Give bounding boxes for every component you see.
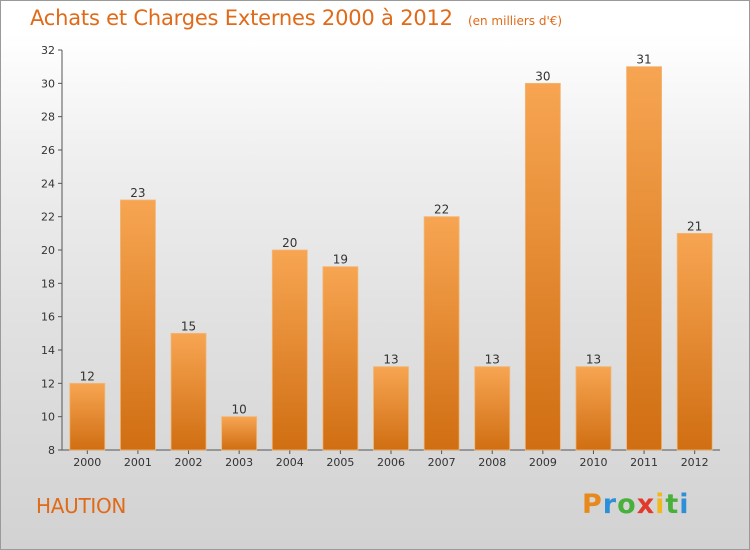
data-label: 15 [181, 319, 196, 333]
x-tick-label: 2010 [579, 456, 607, 469]
chart-title: Achats et Charges Externes 2000 à 2012 [30, 6, 453, 30]
logo-letter: r [602, 489, 618, 520]
bar [221, 416, 258, 451]
logo-letter: o [617, 489, 637, 520]
bar [474, 366, 511, 451]
bar [626, 66, 662, 451]
bar [373, 366, 409, 451]
x-tick-label: 2008 [478, 456, 506, 469]
x-tick-label: 2011 [630, 456, 658, 469]
bar [120, 199, 156, 451]
x-tick-label: 2000 [73, 456, 101, 469]
data-label: 12 [80, 369, 95, 383]
data-label: 13 [485, 353, 500, 367]
data-label: 21 [687, 219, 702, 233]
bar [524, 82, 561, 451]
x-tick-label: 2012 [681, 456, 709, 469]
x-tick-label: 2005 [326, 456, 354, 469]
logo-letter: i [679, 489, 690, 520]
y-tick-label: 22 [41, 211, 55, 224]
y-tick-label: 30 [41, 77, 55, 90]
x-tick-label: 2006 [377, 456, 405, 469]
logo-letter: P [582, 489, 603, 520]
y-tick-label: 20 [41, 244, 55, 257]
y-tick-label: 26 [41, 144, 55, 157]
y-tick-label: 12 [41, 377, 55, 390]
y-tick-label: 32 [41, 44, 55, 57]
logo-letter: t [665, 489, 680, 520]
x-tick-label: 2004 [276, 456, 304, 469]
commune-name: HAUTION [36, 494, 127, 518]
proxiti-logo: Proxiti [582, 489, 690, 520]
data-label: 10 [232, 403, 247, 417]
data-label: 13 [586, 353, 601, 367]
x-tick-label: 2002 [175, 456, 203, 469]
bar [676, 232, 713, 451]
data-label: 31 [636, 53, 651, 67]
data-label: 19 [333, 253, 348, 267]
data-label: 13 [383, 353, 398, 367]
data-label: 20 [282, 236, 297, 250]
y-tick-label: 24 [41, 177, 55, 190]
x-tick-label: 2009 [529, 456, 557, 469]
bar [575, 366, 612, 451]
y-tick-label: 10 [41, 411, 55, 424]
chart-subtitle: (en milliers d'€) [467, 14, 563, 28]
data-label: 23 [130, 186, 145, 200]
y-tick-label: 18 [41, 277, 55, 290]
logo-letter: i [655, 489, 666, 520]
y-tick-label: 16 [41, 311, 55, 324]
data-label: 30 [535, 69, 550, 83]
bar [322, 266, 359, 451]
bar [271, 249, 308, 451]
bar [170, 332, 207, 451]
x-tick-label: 2007 [428, 456, 456, 469]
x-tick-label: 2003 [225, 456, 253, 469]
chart-title-row: Achats et Charges Externes 2000 à 2012 (… [30, 6, 562, 30]
y-tick-label: 28 [41, 111, 55, 124]
y-tick-label: 8 [48, 444, 55, 457]
y-tick-label: 14 [41, 344, 55, 357]
data-label: 22 [434, 203, 449, 217]
bar [423, 216, 460, 451]
x-tick-label: 2001 [124, 456, 152, 469]
logo-letter: x [636, 489, 656, 520]
bar [69, 382, 106, 451]
